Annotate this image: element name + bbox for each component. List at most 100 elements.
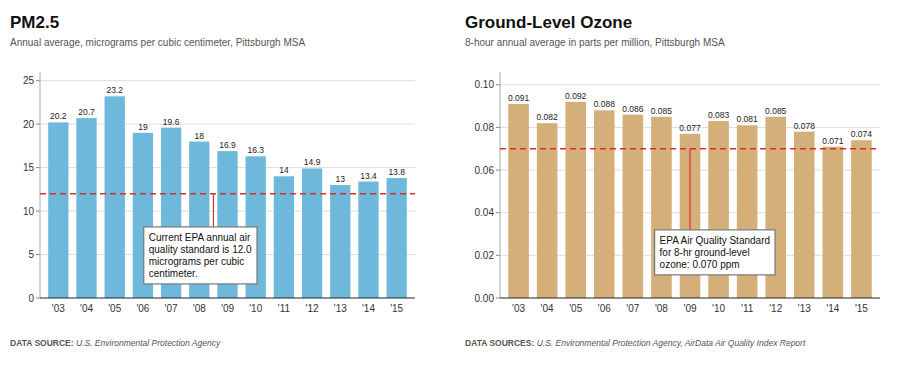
x-axis-line <box>40 298 415 299</box>
bar <box>823 147 844 298</box>
category-label: '14 <box>826 303 839 314</box>
bar <box>851 140 872 298</box>
bar <box>76 118 96 298</box>
y-axis-line <box>500 72 501 298</box>
chart: PM2.5Annual average, micrograms per cubi… <box>10 13 415 348</box>
category-label: '11 <box>741 303 754 314</box>
category-label: '06 <box>136 303 149 314</box>
bar <box>508 104 529 298</box>
data-labels: 20.220.723.21919.61816.916.31414.91313.4… <box>50 85 405 184</box>
data-source-text: U.S. Environmental Protection Agency, Ai… <box>534 338 806 348</box>
bar <box>794 132 815 298</box>
data-label: 0.091 <box>508 93 530 103</box>
data-source-label: DATA SOURCE: <box>10 338 74 348</box>
bar <box>48 122 68 298</box>
category-label: '04 <box>80 303 93 314</box>
subtitle: 8-hour annual average in parts per milli… <box>465 37 725 48</box>
tick-label: 10 <box>23 206 35 217</box>
tick-label: 0.02 <box>475 250 495 261</box>
data-label: 0.088 <box>594 99 616 109</box>
tick-label: 0.00 <box>475 293 495 304</box>
tick-mark <box>496 298 500 299</box>
data-label: 18 <box>195 131 205 141</box>
annotation: EPA Air Quality Standardfor 8-hr ground-… <box>655 149 775 275</box>
tick-label: 5 <box>28 249 34 260</box>
data-label: 23.2 <box>106 85 123 95</box>
x-axis: '03'04'05'06'07'08'09'10'11'12'13'14'15 <box>512 303 868 314</box>
category-label: '07 <box>626 303 639 314</box>
y-axis: 0 5 10 15 20 25 <box>23 72 415 304</box>
category-label: '10 <box>249 303 262 314</box>
tick-mark <box>496 255 500 256</box>
annotation-line: Current EPA annual air <box>149 232 251 243</box>
annotation-line: for 8-hr ground-level <box>660 247 750 258</box>
tick-label: 0 <box>28 293 34 304</box>
tick-mark <box>496 212 500 213</box>
annotation-line: quality standard is 12.0 <box>149 244 252 255</box>
tick-label: 0.04 <box>475 207 495 218</box>
annotation-line: ozone: 0.070 ppm <box>660 259 740 270</box>
data-source-text: U.S. Environmental Protection Agency <box>74 338 221 348</box>
category-label: '06 <box>598 303 611 314</box>
annotation-text: EPA Air Quality Standardfor 8-hr ground-… <box>660 235 770 270</box>
data-label: 0.085 <box>765 106 787 116</box>
data-label: 16.3 <box>247 145 264 155</box>
tick-mark <box>36 254 40 255</box>
data-label: 14.9 <box>304 157 321 167</box>
category-label: '04 <box>541 303 554 314</box>
category-label: '13 <box>798 303 811 314</box>
annotation-line: EPA Air Quality Standard <box>660 235 770 246</box>
bar <box>274 176 294 298</box>
figure: PM2.5Annual average, micrograms per cubi… <box>0 0 900 370</box>
data-label: 13.4 <box>360 171 377 181</box>
data-label: 19.6 <box>163 117 180 127</box>
category-label: '15 <box>855 303 868 314</box>
grid-line <box>40 80 415 81</box>
bar <box>565 102 586 298</box>
data-label: 0.077 <box>679 123 701 133</box>
tick-label: 0.08 <box>475 122 495 133</box>
bar <box>594 110 615 298</box>
y-axis: 0.000.020.040.060.080.10 <box>475 72 880 304</box>
bars <box>508 102 871 298</box>
data-label: 20.7 <box>78 107 95 117</box>
category-label: '05 <box>108 303 121 314</box>
category-label: '14 <box>362 303 375 314</box>
bar <box>302 168 322 298</box>
y-axis-line <box>40 72 41 298</box>
annotation-line: micrograms per cubic <box>149 256 245 267</box>
category-label: '05 <box>569 303 582 314</box>
annotation-line: centimeter. <box>149 268 198 279</box>
data-label: 0.081 <box>737 114 759 124</box>
category-label: '09 <box>683 303 696 314</box>
data-label: 0.086 <box>622 104 644 114</box>
annotation-text: Current EPA annual airquality standard i… <box>149 232 252 279</box>
data-label: 0.085 <box>651 106 673 116</box>
bar <box>330 185 350 298</box>
category-label: '03 <box>52 303 65 314</box>
data-label: 0.074 <box>851 129 873 139</box>
category-label: '13 <box>334 303 347 314</box>
title: PM2.5 <box>10 13 59 32</box>
bars <box>48 96 407 298</box>
data-label: 13.8 <box>388 167 405 177</box>
tick-label: 15 <box>23 162 35 173</box>
tick-label: 20 <box>23 119 35 130</box>
tick-mark <box>36 167 40 168</box>
category-label: '15 <box>390 303 403 314</box>
tick-mark <box>36 80 40 81</box>
data-source-label: DATA SOURCES: <box>465 338 534 348</box>
data-label: 0.083 <box>708 110 730 120</box>
title: Ground-Level Ozone <box>465 13 632 32</box>
category-label: '08 <box>655 303 668 314</box>
x-axis-line <box>500 298 880 299</box>
category-label: '10 <box>712 303 725 314</box>
data-source: DATA SOURCE: U.S. Environmental Protecti… <box>10 338 221 348</box>
category-label: '09 <box>221 303 234 314</box>
data-source: DATA SOURCES: U.S. Environmental Protect… <box>465 338 806 348</box>
tick-label: 25 <box>23 75 35 86</box>
tick-mark <box>496 127 500 128</box>
tick-mark <box>36 124 40 125</box>
data-label: 14 <box>279 165 289 175</box>
data-label: 19 <box>138 122 148 132</box>
